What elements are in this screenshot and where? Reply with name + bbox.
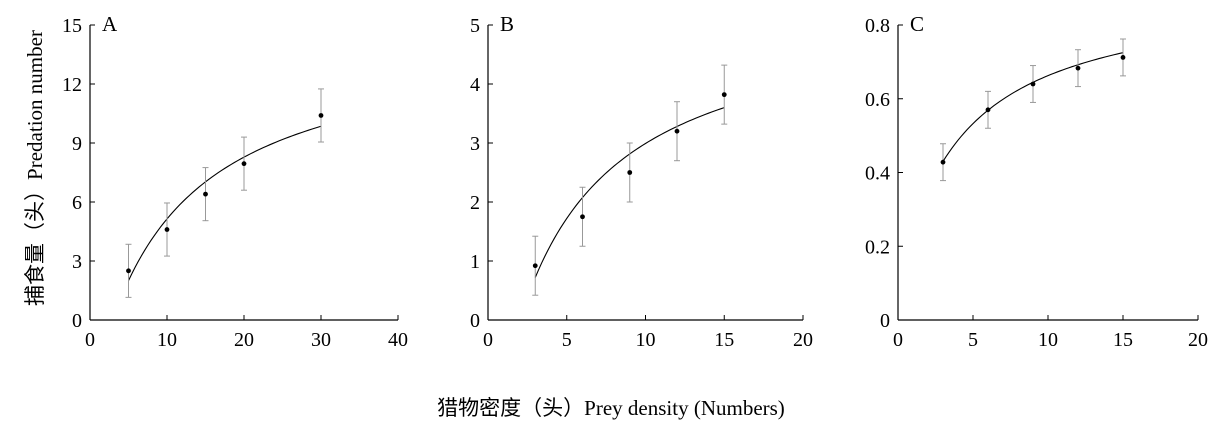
y-tick-label: 0.4 <box>865 163 890 185</box>
data-point <box>1075 65 1081 71</box>
y-tick-label: 0 <box>470 310 480 332</box>
panel-letter: B <box>500 12 514 36</box>
x-tick-label: 15 <box>714 329 734 351</box>
y-tick-label: 0.6 <box>865 89 890 111</box>
y-tick-label: 0 <box>880 310 890 332</box>
data-point <box>1120 55 1126 60</box>
y-tick-label: 0 <box>72 310 82 332</box>
x-tick-label: 40 <box>388 329 408 351</box>
x-tick-label: 20 <box>793 329 813 351</box>
data-point <box>985 107 991 113</box>
x-tick-label: 10 <box>1038 329 1058 351</box>
panel-a: 0 10 20 30 40 0 3 6 9 12 15 A <box>62 12 408 351</box>
data-point <box>1030 81 1036 87</box>
data-point <box>318 113 324 118</box>
data-point <box>164 227 170 232</box>
x-tick-label: 0 <box>483 329 493 351</box>
y-tick-label: 0.2 <box>865 236 890 258</box>
x-tick-label: 5 <box>968 329 978 351</box>
y-tick-label: 0.8 <box>865 15 890 37</box>
data-point <box>940 159 946 165</box>
x-tick-label: 0 <box>893 329 903 351</box>
y-tick-label: 9 <box>72 133 82 155</box>
y-tick-label: 3 <box>470 133 480 155</box>
x-tick-label: 20 <box>1188 329 1208 351</box>
y-tick-label: 1 <box>470 251 480 273</box>
data-point <box>721 92 727 98</box>
fitted-curve <box>128 125 322 281</box>
y-tick-label: 3 <box>72 251 82 273</box>
data-point <box>241 161 247 167</box>
data-point <box>580 214 585 220</box>
y-tick-label: 4 <box>470 74 480 96</box>
data-point <box>532 263 538 269</box>
x-tick-label: 10 <box>157 329 177 351</box>
x-tick-label: 30 <box>311 329 331 351</box>
panel-letter: A <box>102 12 118 36</box>
data-point <box>627 170 633 175</box>
x-axis-title: 猎物密度（头）Prey density (Numbers) <box>437 396 785 420</box>
x-tick-label: 10 <box>636 329 656 351</box>
x-tick-label: 0 <box>85 329 95 351</box>
panel-c: 0 5 10 15 20 0 0.2 0.4 0.6 0.8 C <box>865 12 1208 351</box>
y-tick-label: 12 <box>62 74 82 96</box>
x-tick-label: 20 <box>234 329 254 351</box>
data-point <box>674 128 680 134</box>
y-tick-label: 6 <box>72 192 82 214</box>
panel-letter: C <box>910 12 924 36</box>
data-point <box>126 268 131 274</box>
x-tick-label: 5 <box>562 329 572 351</box>
data-point <box>203 191 208 197</box>
y-axis-title: 捕食量（头）Predation number <box>23 30 47 306</box>
y-tick-label: 5 <box>470 15 480 37</box>
y-tick-label: 15 <box>62 15 82 37</box>
x-tick-label: 15 <box>1113 329 1133 351</box>
y-tick-label: 2 <box>470 192 480 214</box>
